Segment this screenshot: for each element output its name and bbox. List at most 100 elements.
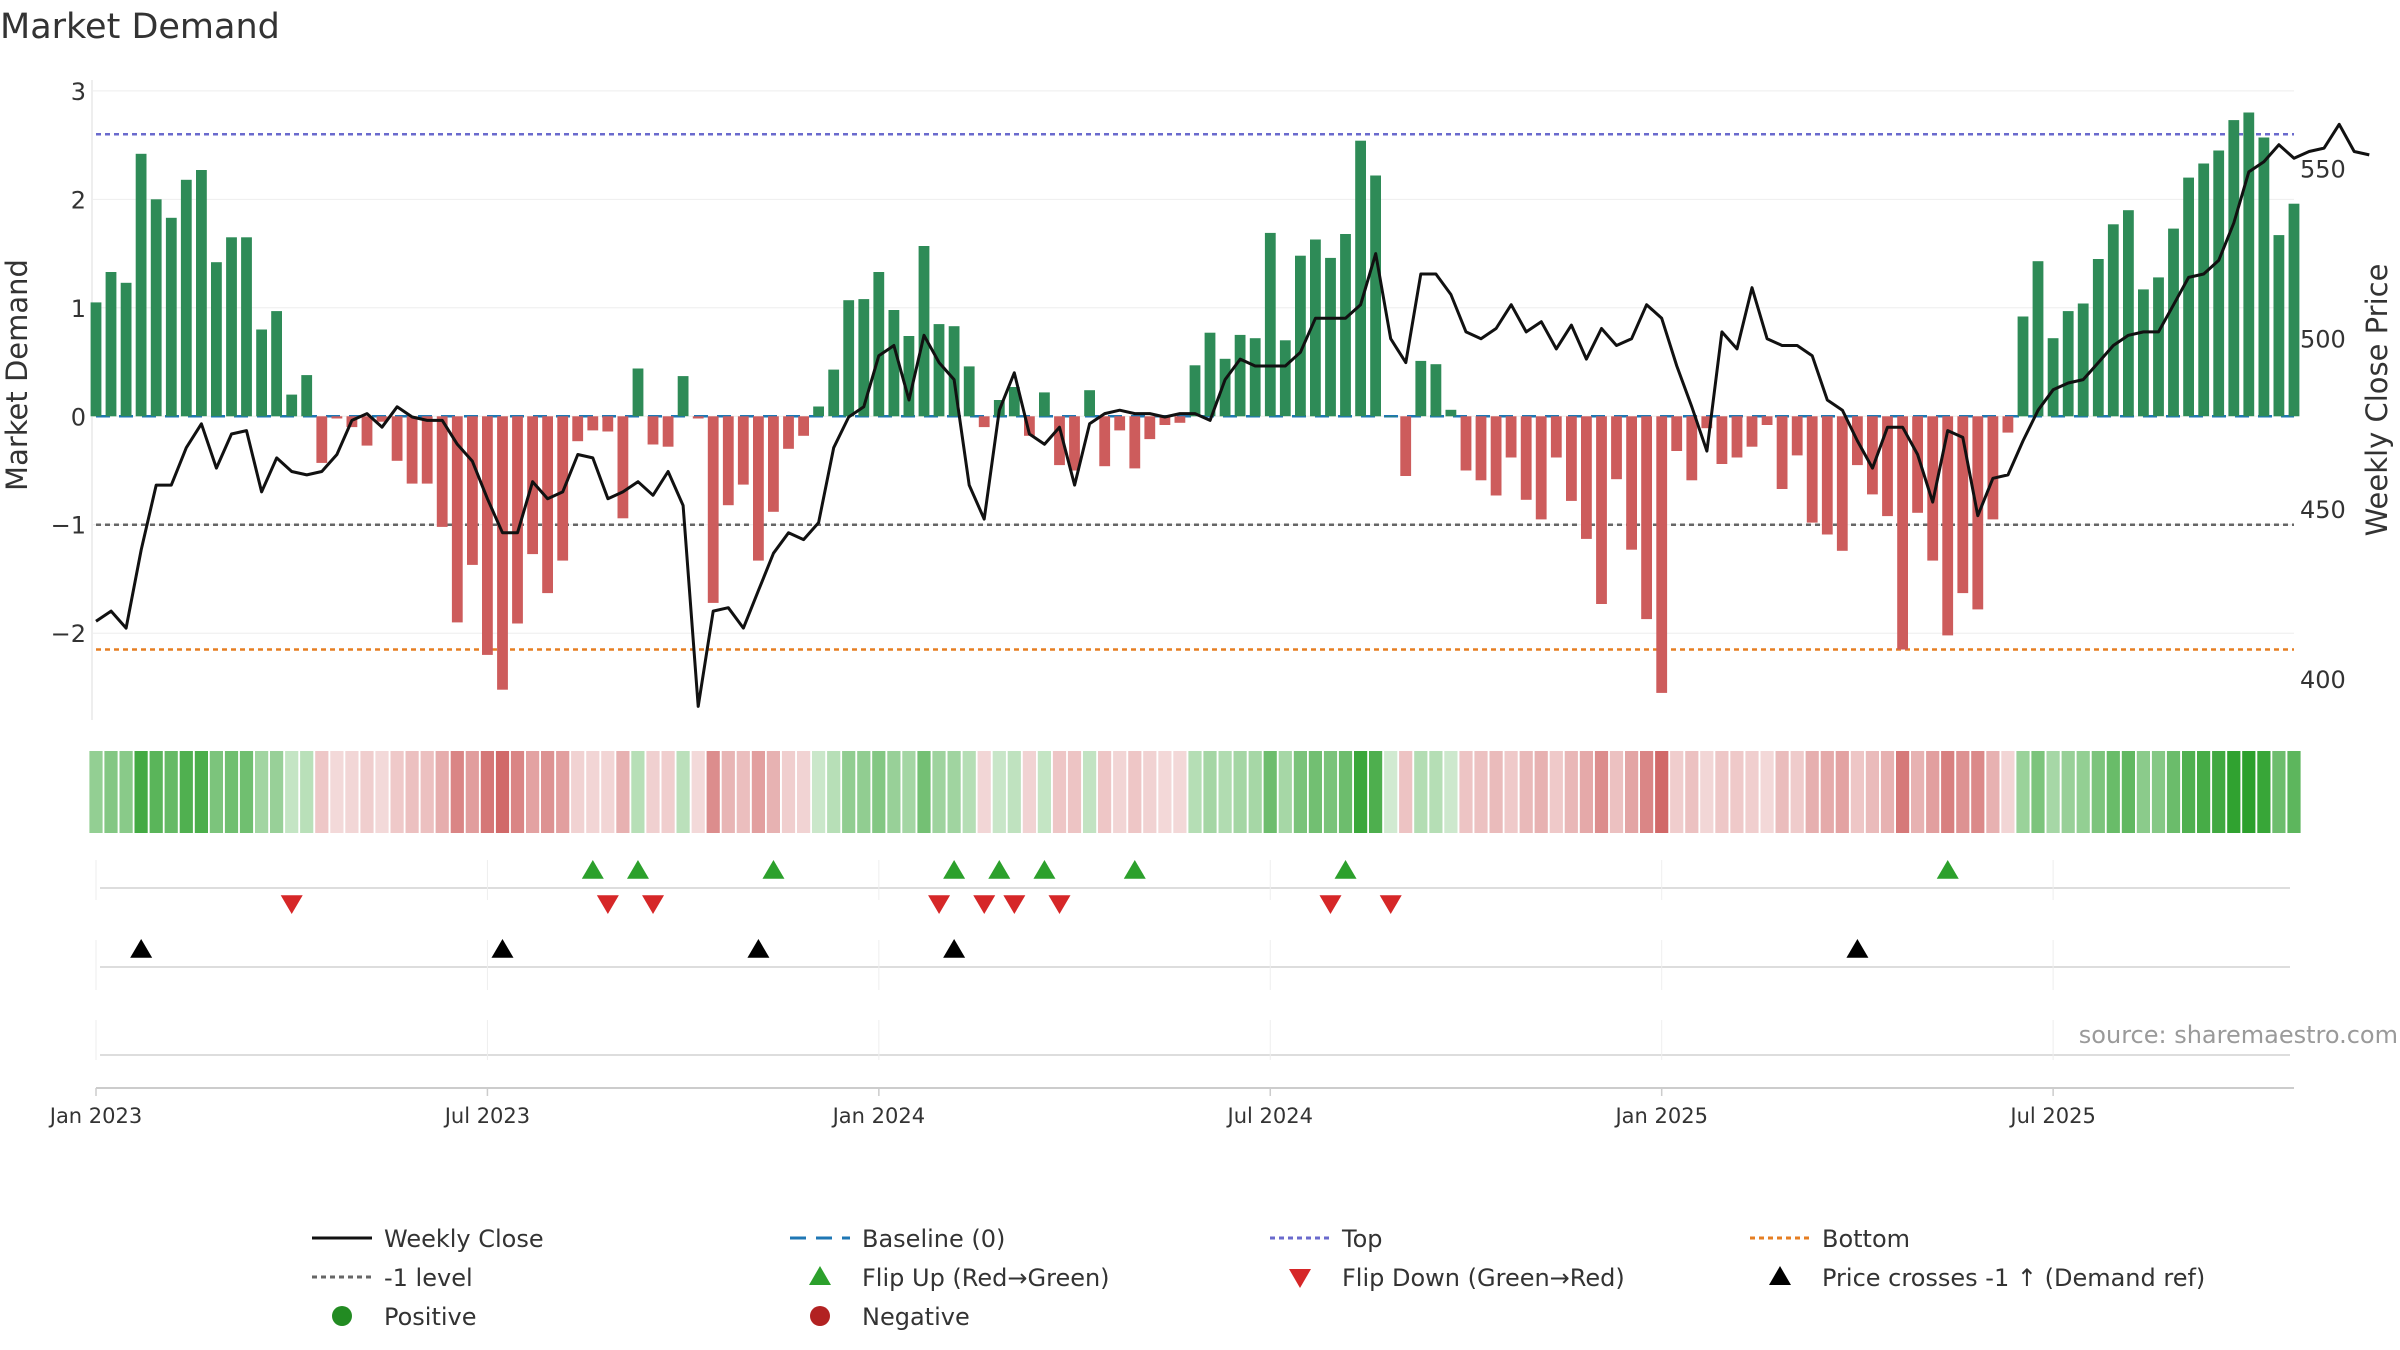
demand-bar [1054,416,1065,466]
legend-item: Positive [332,1303,477,1331]
legend-item: Weekly Close [312,1225,544,1253]
heat-cell [1790,751,1804,833]
demand-bar [858,299,870,417]
demand-bar [572,416,584,442]
price-cross-marker [130,939,153,958]
heat-cell [992,751,1006,833]
demand-bar [843,300,855,417]
heat-cell [2197,751,2211,833]
demand-bar [2077,303,2089,417]
flip-down-marker [928,895,951,914]
heat-cell [1956,751,1970,833]
demand-bar [587,416,599,431]
demand-bar [677,376,689,417]
demand-bar [632,368,644,417]
weekly-close-line [95,122,2370,708]
demand-bar [512,416,523,624]
heat-cell [104,751,118,833]
demand-bar [150,199,162,417]
heat-cell [2076,751,2090,833]
demand-bar [1520,416,1532,500]
legend-label: Negative [862,1303,970,1331]
demand-bar [1656,416,1668,693]
demand-bar [602,416,614,432]
demand-bar [451,416,463,623]
heat-cell [209,751,223,833]
heat-cell [2121,751,2135,833]
legend-label: Bottom [1822,1225,1910,1253]
demand-bar [271,311,282,417]
demand-bar [1310,239,1321,417]
heat-cell [646,751,660,833]
demand-bar [783,416,794,449]
x-tick-label: Jul 2025 [2008,1104,2095,1128]
demand-bar [1581,416,1592,539]
demand-bar [1114,416,1126,431]
heat-cell [315,751,329,833]
heat-cell [2227,751,2241,833]
heat-cell [2031,751,2045,833]
heat-cell [480,751,494,833]
demand-bar [918,246,930,417]
demand-bar [1174,416,1186,423]
heat-cell [255,751,269,833]
demand-bar [948,326,960,417]
y-tick-label: 2 [71,186,86,214]
demand-bar [1686,416,1698,481]
demand-bar [1385,416,1397,417]
demand-bar [196,170,207,417]
demand-bar [105,272,117,417]
heat-cell [1188,751,1202,833]
heat-cell [1489,751,1503,833]
demand-bar [1069,416,1080,471]
flip-down-marker [642,895,665,914]
heat-cell [2136,751,2150,833]
heat-cell [526,751,540,833]
heat-cell [435,751,449,833]
demand-bar [301,375,313,417]
heat-cell [1564,751,1578,833]
demand-bar [1927,416,1939,561]
heat-cell [691,751,705,833]
heat-cell [1173,751,1187,833]
heat-cell [872,751,886,833]
demand-bar [1039,392,1050,417]
heat-cell [450,751,464,833]
weekly-close-polyline [95,122,2370,708]
y2-tick-label: 500 [2300,326,2346,354]
demand-bar [1867,416,1878,495]
heat-cell [1911,751,1925,833]
heat-cell [179,751,193,833]
y-axis-label: Market Demand [0,259,34,491]
heat-cell [616,751,630,833]
heat-cell [1971,751,1985,833]
demand-bar [768,416,779,512]
y-tick-label: 1 [71,295,86,323]
x-tick-label: Jul 2023 [443,1104,530,1128]
demand-bar [1566,416,1577,501]
demand-bar [1897,416,1908,650]
legend-label: Weekly Close [384,1225,544,1253]
heat-cell [1278,751,1292,833]
legend-triangle-up-swatch [1769,1266,1791,1285]
price-cross-marker [491,939,514,958]
heat-cell [2212,751,2226,833]
demand-bar [1129,416,1141,469]
heat-cell [360,751,374,833]
demand-bar [903,336,915,417]
heat-cell [736,751,750,833]
heat-cell [812,751,826,833]
heat-cell [375,751,389,833]
heat-cell [1504,751,1518,833]
heat-cell [1880,751,1895,833]
demand-bar [1987,416,1999,520]
demand-bar [1340,234,1351,417]
demand-bar [2168,228,2179,417]
demand-bar [1716,416,1728,464]
flip-down-marker [1319,895,1342,914]
demand-bar [1008,387,1020,417]
heat-cell [2061,751,2075,833]
heat-cell [1429,751,1443,833]
legend-label: Baseline (0) [862,1225,1005,1253]
